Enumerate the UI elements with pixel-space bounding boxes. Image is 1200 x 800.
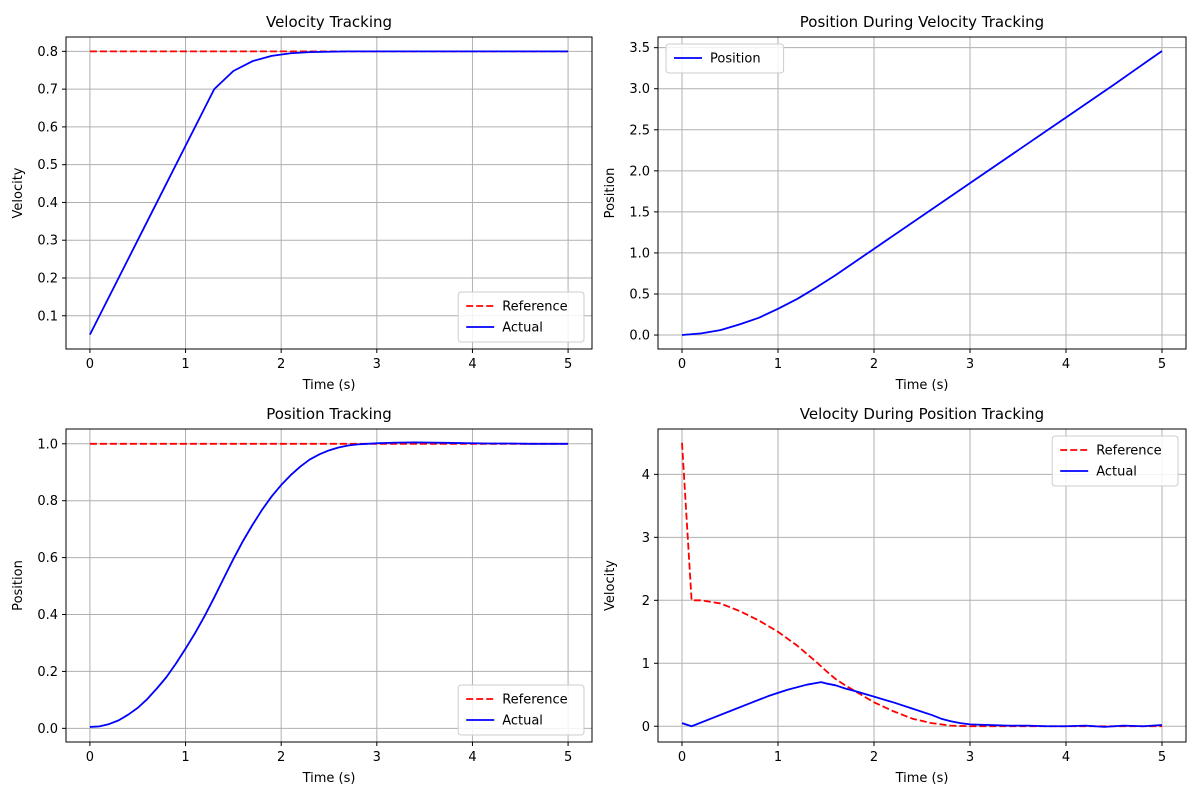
y-tick-label: 2 <box>642 594 650 609</box>
legend-box <box>457 684 585 736</box>
x-tick-label: 0 <box>678 357 686 372</box>
y-tick-label: 0.0 <box>629 329 650 344</box>
legend-label-reference: Reference <box>502 300 567 315</box>
axes-frame <box>657 428 1187 743</box>
y-axis-label: Velocity <box>11 167 26 218</box>
legend: Reference Actual <box>457 291 585 343</box>
x-axis-label: Time (s) <box>895 378 949 393</box>
legend: Reference Actual <box>457 684 585 736</box>
x-tick-label: 2 <box>870 357 878 372</box>
chart-title: Velocity During Position Tracking <box>800 405 1044 423</box>
y-tick-label: 0.8 <box>37 45 58 60</box>
x-tick-label: 4 <box>1062 750 1070 765</box>
y-tick-label: 3.0 <box>629 82 650 97</box>
y-tick-label: 0.1 <box>37 309 58 324</box>
y-tick-label: 0.2 <box>37 271 58 286</box>
x-tick-label: 1 <box>181 750 189 765</box>
x-tick-label: 1 <box>181 357 189 372</box>
y-tick-label: 1.0 <box>629 246 650 261</box>
legend-label-actual: Actual <box>1096 465 1137 480</box>
x-axis-label: Time (s) <box>895 771 949 786</box>
y-tick-label: 1 <box>642 657 650 672</box>
legend-label-position: Position <box>710 52 761 67</box>
axes-frame <box>65 428 593 743</box>
x-tick-label: 5 <box>564 750 572 765</box>
y-tick-label: 0.5 <box>37 158 58 173</box>
x-tick-label: 1 <box>774 750 782 765</box>
y-tick-label: 0.4 <box>37 608 58 623</box>
chart-title: Position During Velocity Tracking <box>800 13 1044 31</box>
legend-label-reference: Reference <box>502 693 567 708</box>
x-tick-label: 3 <box>966 750 974 765</box>
legend-label-actual: Actual <box>502 321 543 336</box>
legend-box <box>457 291 585 343</box>
y-tick-label: 0.5 <box>629 287 650 302</box>
y-tick-label: 0 <box>642 720 650 735</box>
x-tick-label: 3 <box>373 357 381 372</box>
y-tick-label: 0.8 <box>37 494 58 509</box>
y-tick-label: 0.3 <box>37 234 58 249</box>
x-tick-label: 5 <box>1158 357 1166 372</box>
y-axis-label: Position <box>11 560 26 611</box>
series-line-actual <box>89 50 569 336</box>
x-tick-label: 4 <box>1062 357 1070 372</box>
y-tick-label: 1.0 <box>37 437 58 452</box>
x-tick-label: 2 <box>277 750 285 765</box>
x-tick-label: 1 <box>774 357 782 372</box>
x-tick-label: 4 <box>468 750 476 765</box>
y-tick-label: 0.6 <box>37 120 58 135</box>
y-axis-label: Velocity <box>603 560 618 611</box>
legend: Position <box>665 43 785 74</box>
subplot-2: 0 1 2 3 4 5 0.0 0.5 1.0 1.5 2.0 2.5 3.0 3.5 Position D… <box>603 13 1187 393</box>
x-axis-label: Time (s) <box>302 771 356 786</box>
chart-title: Velocity Tracking <box>266 13 392 31</box>
legend-box <box>665 43 785 74</box>
y-tick-label: 0.4 <box>37 196 58 211</box>
series-line-reference <box>681 442 1162 728</box>
x-tick-label: 0 <box>678 750 686 765</box>
x-tick-label: 5 <box>564 357 572 372</box>
x-tick-label: 3 <box>373 750 381 765</box>
subplot-3: 0 1 2 3 4 5 0.0 0.2 0.4 0.6 0.8 1.0 Position Trackin… <box>11 405 593 786</box>
legend: Reference Actual <box>1051 435 1179 487</box>
x-tick-label: 5 <box>1158 750 1166 765</box>
y-tick-label: 0.6 <box>37 551 58 566</box>
x-tick-label: 2 <box>277 357 285 372</box>
y-tick-label: 0.7 <box>37 83 58 98</box>
series-line-position <box>681 50 1163 336</box>
x-tick-label: 0 <box>86 357 94 372</box>
subplot-1: 0 1 2 3 4 5 0.1 0.2 0.3 0.4 0.5 0.6 0.7 0.8 Velocity T… <box>11 13 593 393</box>
legend-label-reference: Reference <box>1096 444 1161 459</box>
x-tick-label: 0 <box>86 750 94 765</box>
chart-title: Position Tracking <box>266 405 392 423</box>
x-tick-label: 3 <box>966 357 974 372</box>
axes-frame <box>65 36 593 350</box>
y-tick-label: 0.2 <box>37 665 58 680</box>
y-tick-label: 3 <box>642 531 650 546</box>
x-axis-label: Time (s) <box>302 378 356 393</box>
legend-label-actual: Actual <box>502 714 543 729</box>
y-tick-label: 3.5 <box>629 41 650 56</box>
y-tick-label: 4 <box>642 468 650 483</box>
y-tick-label: 2.0 <box>629 164 650 179</box>
subplot-4: 0 1 2 3 4 5 0 1 2 3 4 Velocity During Position Trac… <box>603 405 1187 786</box>
y-axis-label: Position <box>603 168 618 219</box>
series-line-actual <box>89 441 569 728</box>
x-tick-label: 4 <box>468 357 476 372</box>
axes-frame <box>657 36 1187 350</box>
y-tick-label: 0.0 <box>37 722 58 737</box>
x-tick-label: 2 <box>870 750 878 765</box>
y-tick-label: 2.5 <box>629 123 650 138</box>
legend-box <box>1051 435 1179 487</box>
y-tick-label: 1.5 <box>629 205 650 220</box>
series-line-actual <box>681 681 1163 728</box>
